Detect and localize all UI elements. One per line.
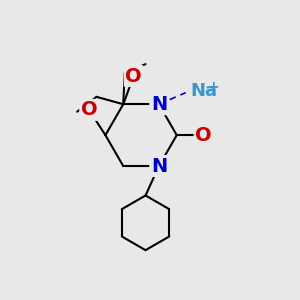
Text: N: N: [151, 95, 167, 114]
Text: O: O: [81, 100, 98, 119]
Text: N: N: [151, 157, 167, 175]
Text: Na: Na: [190, 82, 217, 100]
Text: +: +: [207, 80, 219, 94]
Text: O: O: [125, 67, 142, 85]
Text: O: O: [195, 126, 212, 145]
